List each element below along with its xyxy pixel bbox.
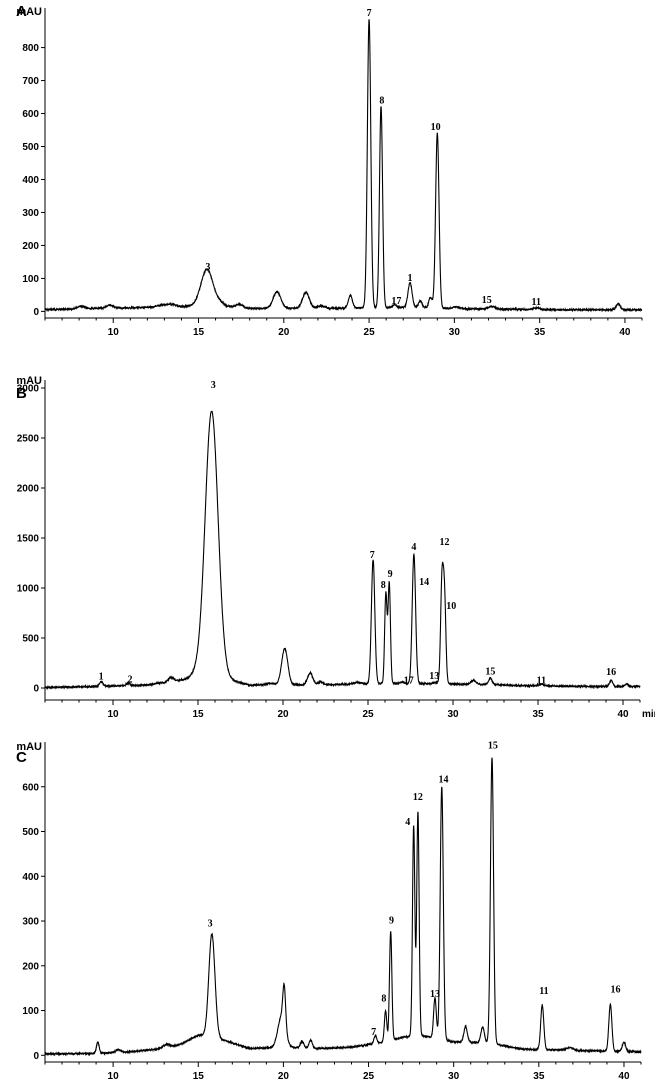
y-tick-label: 0 [33,307,39,318]
y-tick-label: 400 [22,175,39,186]
peak-label: 12 [413,792,423,803]
y-axis-unit: mAU [16,741,42,753]
peak-label: 1 [99,672,104,683]
y-tick-label: 500 [22,634,39,645]
peak-label: 17 [391,296,401,307]
peak-label: 17 [404,676,414,687]
peak-label: 7 [367,8,372,19]
peak-label: 1 [408,273,413,284]
y-tick-label: 300 [22,208,39,219]
x-axis-unit: min [642,709,655,720]
peak-label: 12 [440,537,450,548]
x-tick-label: 15 [193,1071,205,1082]
peak-label: 16 [606,667,616,678]
x-tick-label: 40 [618,1071,630,1082]
y-axis-unit: mAU [16,6,42,18]
peak-label: 2 [128,675,133,686]
peak-label: 16 [610,985,620,996]
peak-label: 11 [539,986,548,997]
y-tick-label: 1000 [17,584,40,595]
y-tick-label: 500 [22,827,39,838]
x-tick-label: 15 [193,327,205,338]
x-tick-label: 40 [617,709,629,720]
peak-label: 13 [430,989,440,1000]
y-tick-label: 200 [22,241,39,252]
x-tick-label: 35 [532,709,544,720]
y-tick-label: 600 [22,109,39,120]
peak-label: 15 [482,295,492,306]
y-axis-unit: mAU [16,375,42,387]
x-tick-label: 30 [448,1071,460,1082]
peak-label: 15 [488,741,498,752]
x-tick-label: 40 [619,327,631,338]
y-tick-label: 2500 [17,434,40,445]
x-tick-label: 15 [192,709,204,720]
y-tick-label: 0 [33,1051,39,1062]
peak-label: 9 [388,569,393,580]
x-tick-label: 25 [364,327,376,338]
peak-label: 3 [211,380,216,391]
peak-label: 13 [429,671,439,682]
y-tick-label: 3000 [17,384,40,395]
peak-label: 7 [370,550,375,561]
peak-label: 3 [205,262,210,273]
x-tick-label: 10 [108,1071,120,1082]
y-tick-label: 800 [22,43,39,54]
x-tick-label: 25 [363,1071,375,1082]
chromatogram-trace [44,757,642,1057]
x-tick-label: 35 [533,1071,545,1082]
x-tick-label: 20 [278,327,290,338]
peak-label: 7 [371,1027,376,1038]
x-tick-label: 35 [534,327,546,338]
y-tick-label: 700 [22,76,39,87]
y-tick-label: 100 [22,1006,39,1017]
panel-letter: B [16,385,27,402]
x-tick-label: 25 [362,709,374,720]
y-tick-label: 1500 [17,534,40,545]
peak-label: 8 [381,994,386,1005]
peak-label: 10 [446,601,456,612]
x-tick-label: 20 [278,1071,290,1082]
panel-letter: C [16,749,27,766]
panel-letter: A [16,3,27,20]
y-tick-label: 0 [33,684,39,695]
x-tick-label: 10 [107,709,119,720]
peak-label: 15 [485,667,495,678]
peak-label: 11 [537,676,546,687]
chromatogram-trace [44,410,641,691]
peak-label: 14 [419,577,429,588]
y-tick-label: 600 [22,782,39,793]
peak-label: 8 [379,96,384,107]
peak-label: 10 [431,122,441,133]
x-tick-label: 30 [447,709,459,720]
x-tick-label: 20 [277,709,289,720]
peak-label: 4 [405,817,410,828]
peak-label: 3 [208,918,213,929]
chromatogram-trace [44,19,643,313]
peak-label: 8 [381,580,386,591]
peak-label: 9 [389,915,394,926]
peak-label: 4 [411,542,416,553]
y-tick-label: 400 [22,872,39,883]
y-tick-label: 300 [22,917,39,928]
y-tick-label: 500 [22,142,39,153]
y-tick-label: 100 [22,274,39,285]
x-tick-label: 30 [449,327,461,338]
y-tick-label: 2000 [17,484,40,495]
peak-label: 14 [438,774,448,785]
y-tick-label: 200 [22,961,39,972]
peak-label: 11 [532,297,541,308]
x-tick-label: 10 [108,327,120,338]
